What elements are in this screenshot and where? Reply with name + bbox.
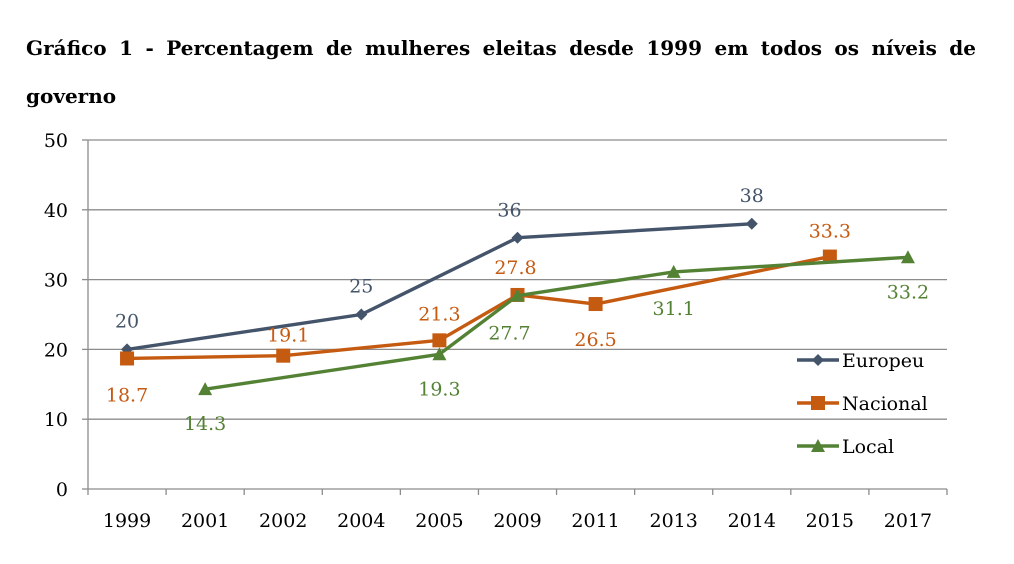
data-point-europeu xyxy=(745,217,758,230)
x-tick-label: 2001 xyxy=(181,510,229,532)
data-point-nacional xyxy=(120,351,135,366)
x-tick-label: 2017 xyxy=(884,510,932,532)
data-label-nacional: 18.7 xyxy=(106,384,148,406)
x-tick-label: 2014 xyxy=(728,510,776,532)
data-point-nacional xyxy=(822,249,837,264)
legend-label-nacional: Nacional xyxy=(842,393,928,415)
y-tick-label: 50 xyxy=(44,130,68,152)
data-label-europeu: 36 xyxy=(497,200,521,222)
data-point-nacional xyxy=(432,333,447,348)
x-tick-label: 2004 xyxy=(337,510,385,532)
x-tick-label: 1999 xyxy=(103,510,151,532)
data-label-europeu: 38 xyxy=(740,185,764,207)
data-point-europeu xyxy=(511,231,524,244)
x-tick-label: 2011 xyxy=(571,510,619,532)
data-label-local: 19.3 xyxy=(418,378,460,400)
series-line-nacional xyxy=(127,254,831,361)
data-label-local: 31.1 xyxy=(653,298,695,320)
legend-marker-local xyxy=(811,439,825,452)
data-label-local: 27.7 xyxy=(488,323,530,345)
data-label-europeu: 25 xyxy=(349,276,373,298)
data-point-local xyxy=(432,347,447,361)
y-tick-label: 0 xyxy=(56,479,68,501)
data-label-europeu: 20 xyxy=(115,310,139,332)
y-tick-label: 40 xyxy=(44,200,68,222)
x-tick-label: 2013 xyxy=(650,510,698,532)
data-label-nacional: 33.3 xyxy=(809,221,851,243)
data-point-local xyxy=(198,382,213,396)
chart-title: Gráfico 1 - Percentagem de mulheres elei… xyxy=(26,36,976,108)
y-tick-label: 10 xyxy=(44,409,68,431)
data-label-nacional: 26.5 xyxy=(574,329,616,351)
legend-label-europeu: Europeu xyxy=(842,350,924,372)
data-label-local: 33.2 xyxy=(887,281,929,303)
legend-label-local: Local xyxy=(842,436,894,458)
x-tick-label: 2015 xyxy=(806,510,854,532)
y-tick-label: 20 xyxy=(44,339,68,361)
x-tick-label: 2009 xyxy=(493,510,541,532)
legend-marker-europeu xyxy=(812,354,824,366)
data-point-local xyxy=(666,264,681,278)
y-tick-label: 30 xyxy=(44,270,68,292)
series-line-europeu xyxy=(126,222,752,352)
x-tick-label: 2005 xyxy=(415,510,463,532)
x-tick-label: 2002 xyxy=(259,510,307,532)
data-point-europeu xyxy=(355,308,368,321)
data-point-nacional xyxy=(276,348,291,363)
data-label-nacional: 21.3 xyxy=(418,303,460,325)
data-label-local: 14.3 xyxy=(184,413,226,435)
data-label-nacional: 19.1 xyxy=(267,325,309,347)
data-label-nacional: 27.8 xyxy=(494,257,536,279)
data-point-nacional xyxy=(588,297,603,312)
legend-marker-nacional xyxy=(811,396,825,410)
data-point-local xyxy=(510,288,525,302)
data-point-local xyxy=(900,250,915,264)
